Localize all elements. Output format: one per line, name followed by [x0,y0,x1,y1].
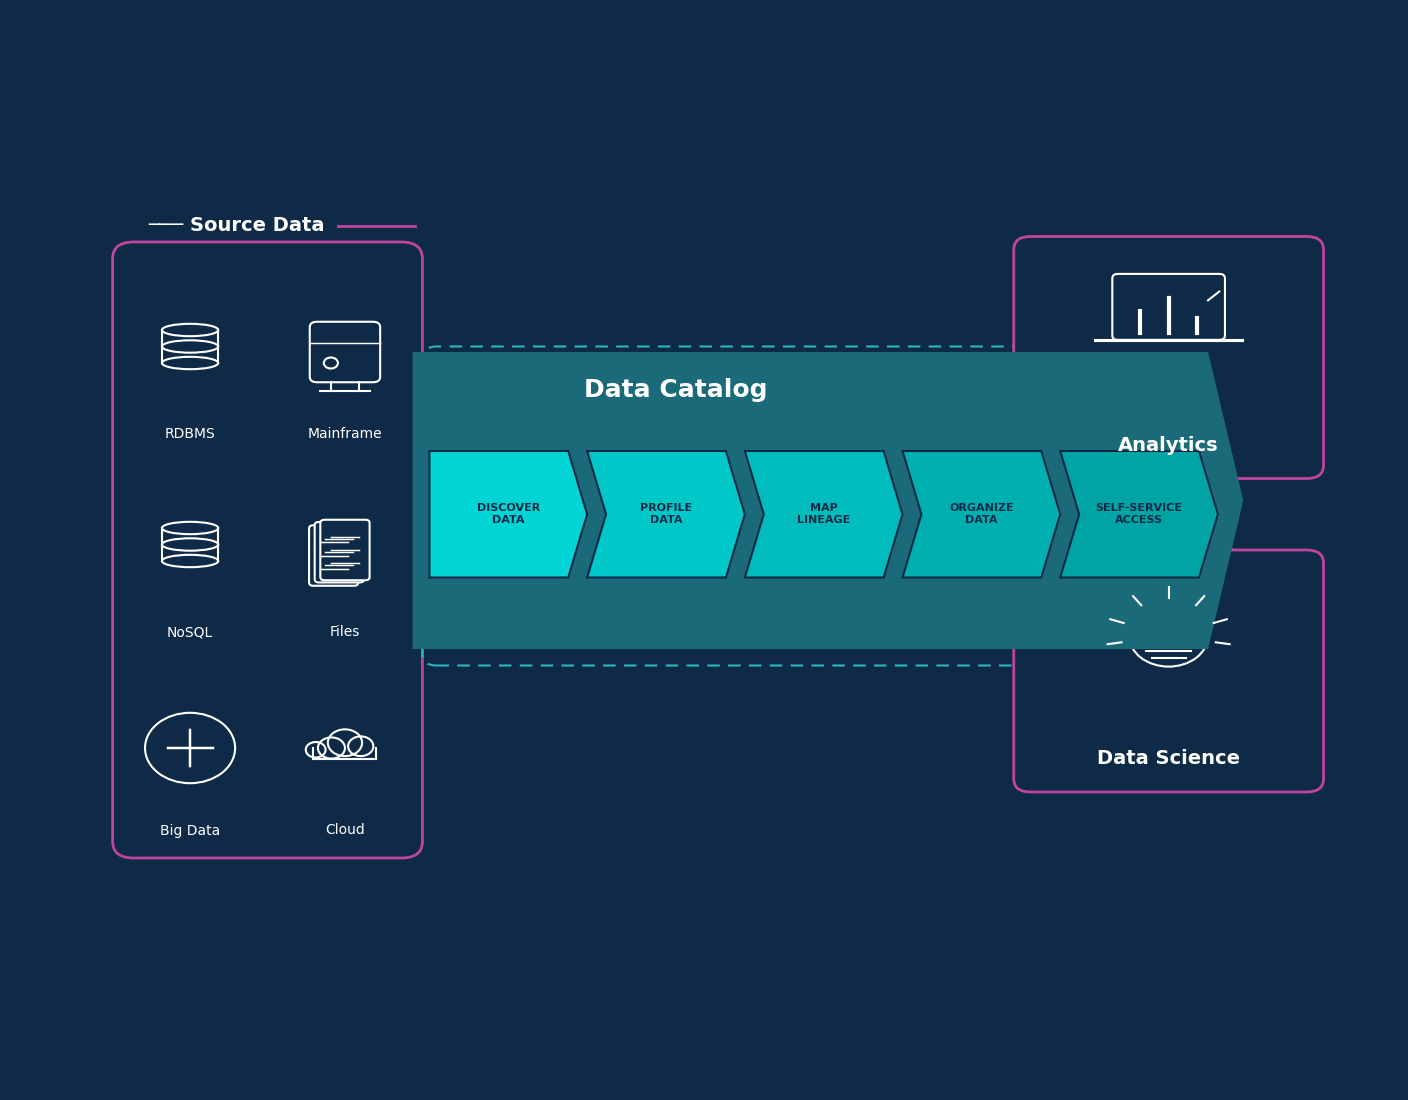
Text: SELF-SERVICE
ACCESS: SELF-SERVICE ACCESS [1095,503,1183,526]
Text: MAP
LINEAGE: MAP LINEAGE [797,503,850,526]
Text: Analytics: Analytics [1118,436,1219,455]
FancyBboxPatch shape [315,522,363,583]
Text: Mainframe: Mainframe [307,428,383,441]
FancyBboxPatch shape [1014,236,1324,478]
Polygon shape [745,451,903,578]
Polygon shape [1060,451,1218,578]
Text: RDBMS: RDBMS [165,428,215,441]
FancyBboxPatch shape [1014,550,1324,792]
Text: Cloud: Cloud [325,824,365,837]
Text: DISCOVER
DATA: DISCOVER DATA [477,503,539,526]
Polygon shape [587,451,745,578]
Polygon shape [429,451,587,578]
Text: PROFILE
DATA: PROFILE DATA [639,503,693,526]
Text: Files: Files [329,626,360,639]
Text: Data Science: Data Science [1097,749,1240,769]
Polygon shape [413,352,1243,649]
FancyBboxPatch shape [321,520,369,581]
FancyBboxPatch shape [310,526,358,585]
Text: ORGANIZE
DATA: ORGANIZE DATA [949,503,1014,526]
Text: NoSQL: NoSQL [168,626,213,639]
Polygon shape [903,451,1060,578]
Text: ─── Source Data: ─── Source Data [148,216,324,235]
Text: Data Catalog: Data Catalog [584,378,767,403]
Text: Big Data: Big Data [161,824,220,837]
